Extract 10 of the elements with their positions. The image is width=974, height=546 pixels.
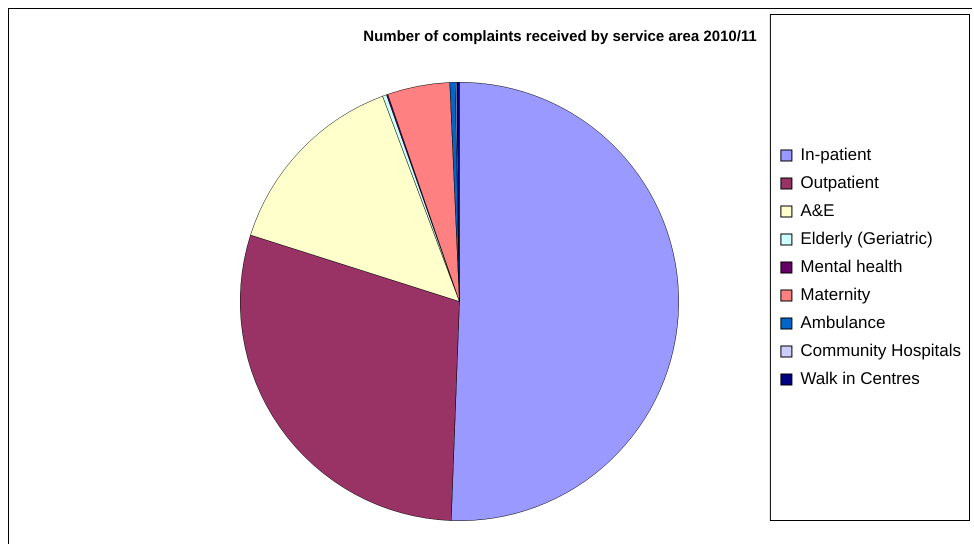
legend-label: Community Hospitals bbox=[800, 341, 962, 360]
legend-label: Ambulance bbox=[800, 313, 886, 332]
legend-label: Elderly (Geriatric) bbox=[800, 229, 933, 248]
legend-label: Walk in Centres bbox=[800, 369, 920, 388]
legend-label: Mental health bbox=[800, 257, 902, 276]
legend-label: Maternity bbox=[800, 285, 871, 304]
legend-label: Outpatient bbox=[800, 173, 880, 192]
legend-label: In-patient bbox=[800, 145, 872, 164]
legend-label: A&E bbox=[800, 201, 834, 220]
text: Number of complaints received by service area 2010/11 bbox=[363, 28, 757, 46]
